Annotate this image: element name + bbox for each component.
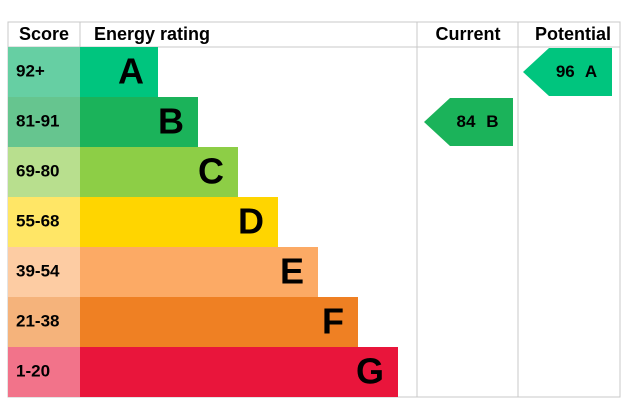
- potential-label: 96 A: [556, 62, 597, 81]
- header-rating: Energy rating: [94, 24, 210, 44]
- score-cell: [8, 97, 80, 147]
- score-cell: [8, 47, 80, 97]
- rating-bar: [80, 47, 158, 97]
- rating-bar: [80, 97, 198, 147]
- rating-letter: D: [238, 201, 264, 242]
- score-label: 39-54: [16, 261, 60, 280]
- potential-letter: A: [585, 62, 597, 81]
- rating-letter: G: [356, 351, 384, 392]
- score-cell: [8, 347, 80, 397]
- rating-letter: E: [280, 251, 304, 292]
- score-cell: [8, 297, 80, 347]
- potential-value: 96: [556, 62, 575, 81]
- rating-letter: C: [198, 151, 224, 192]
- rating-bar: [80, 197, 278, 247]
- score-label: 81-91: [16, 111, 59, 130]
- score-label: 92+: [16, 61, 45, 80]
- rating-bar: [80, 297, 358, 347]
- rating-bar: [80, 147, 238, 197]
- rating-letter: B: [158, 101, 184, 142]
- potential-arrow: [523, 48, 612, 96]
- rating-bar: [80, 347, 398, 397]
- score-label: 1-20: [16, 361, 50, 380]
- header-current: Current: [435, 24, 500, 44]
- score-label: 55-68: [16, 211, 59, 230]
- rating-letter: F: [322, 301, 344, 342]
- score-label: 69-80: [16, 161, 59, 180]
- header-potential: Potential: [535, 24, 611, 44]
- current-value: 84: [457, 112, 476, 131]
- rating-letter: A: [118, 51, 144, 92]
- score-label: 21-38: [16, 311, 59, 330]
- score-cell: [8, 197, 80, 247]
- current-label: 84 B: [457, 112, 499, 131]
- header-score: Score: [19, 24, 69, 44]
- score-cell: [8, 247, 80, 297]
- current-letter: B: [486, 112, 498, 131]
- current-arrow: [424, 98, 513, 146]
- rating-bar: [80, 247, 318, 297]
- score-cell: [8, 147, 80, 197]
